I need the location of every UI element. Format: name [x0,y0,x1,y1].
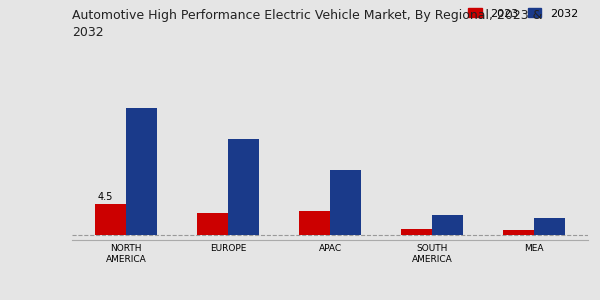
Bar [330,169,361,235]
Bar [432,215,463,235]
Bar [228,139,259,235]
Text: 4.5: 4.5 [98,192,113,202]
Bar [197,213,228,235]
Bar [299,211,330,235]
Bar [95,204,126,235]
Bar [126,108,157,235]
Bar [503,230,534,235]
Legend: 2023, 2032: 2023, 2032 [464,4,583,23]
Bar [534,218,565,235]
Bar [401,229,432,235]
Text: Automotive High Performance Electric Vehicle Market, By Regional, 2023 &
2032: Automotive High Performance Electric Veh… [72,9,542,39]
